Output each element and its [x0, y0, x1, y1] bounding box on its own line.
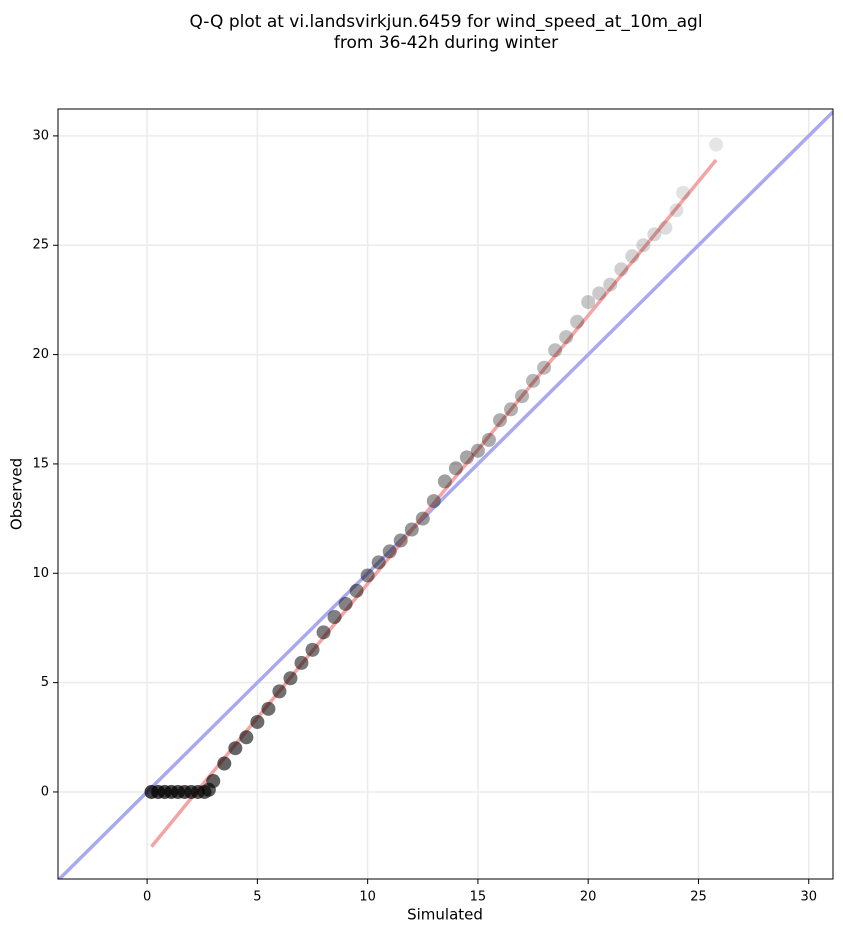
point: [239, 730, 254, 745]
point: [382, 544, 397, 559]
point: [614, 262, 629, 277]
point: [548, 343, 563, 358]
point: [404, 522, 419, 537]
point: [459, 450, 474, 465]
point: [636, 238, 651, 253]
axes-frame: [57, 108, 834, 880]
point: [415, 511, 430, 526]
chart-title: Q-Q plot at vi.landsvirkjun.6459 for win…: [189, 12, 702, 32]
point: [647, 227, 662, 242]
x-tick-label: 10: [359, 890, 376, 905]
point: [669, 203, 684, 218]
point: [709, 137, 724, 152]
point: [570, 314, 585, 329]
point: [658, 220, 673, 235]
point: [492, 413, 507, 428]
y-tick-label: 10: [32, 566, 49, 581]
x-tick-label: 25: [690, 890, 707, 905]
point: [217, 756, 232, 771]
point: [305, 642, 320, 657]
point: [481, 432, 496, 447]
point: [316, 625, 331, 640]
point: [515, 389, 530, 404]
x-tick-label: 30: [800, 890, 817, 905]
point: [228, 741, 243, 756]
ticks: 0 5 10 15 20 25 30 0 5 10 15 20 25 30: [32, 128, 817, 904]
point: [283, 671, 298, 686]
point: [426, 494, 441, 509]
x-axis-label: Simulated: [407, 906, 483, 924]
y-tick-label: 25: [32, 238, 49, 253]
point: [559, 330, 574, 345]
x-tick-label: 15: [470, 890, 487, 905]
point: [437, 474, 452, 489]
y-tick-label: 15: [32, 456, 49, 471]
x-tick-label: 5: [253, 890, 261, 905]
point: [206, 774, 221, 789]
plot-area: [58, 110, 833, 879]
y-axis-label: Observed: [8, 458, 26, 530]
point: [504, 402, 519, 417]
point: [526, 373, 541, 388]
point: [250, 714, 265, 729]
y-tick-label: 20: [32, 347, 49, 362]
point: [360, 568, 375, 583]
x-tick-label: 20: [580, 890, 597, 905]
y-tick-label: 5: [41, 675, 49, 690]
point: [294, 655, 309, 670]
chart-title: from 36-42h during winter: [334, 33, 558, 53]
point: [371, 555, 386, 570]
point: [676, 185, 691, 200]
point: [470, 443, 485, 458]
grid: [58, 109, 833, 879]
point: [327, 610, 342, 625]
y-tick-label: 30: [32, 128, 49, 143]
y-tick-label: 0: [41, 784, 49, 799]
point: [393, 533, 408, 548]
point: [338, 596, 353, 611]
point: [581, 295, 596, 310]
point: [349, 583, 364, 598]
x-tick-label: 0: [143, 890, 151, 905]
point: [537, 360, 552, 375]
reference-line: [58, 110, 833, 879]
point: [625, 249, 640, 264]
point: [261, 701, 276, 716]
point: [603, 277, 618, 292]
point: [592, 286, 607, 301]
point: [448, 461, 463, 476]
point: [272, 684, 287, 699]
